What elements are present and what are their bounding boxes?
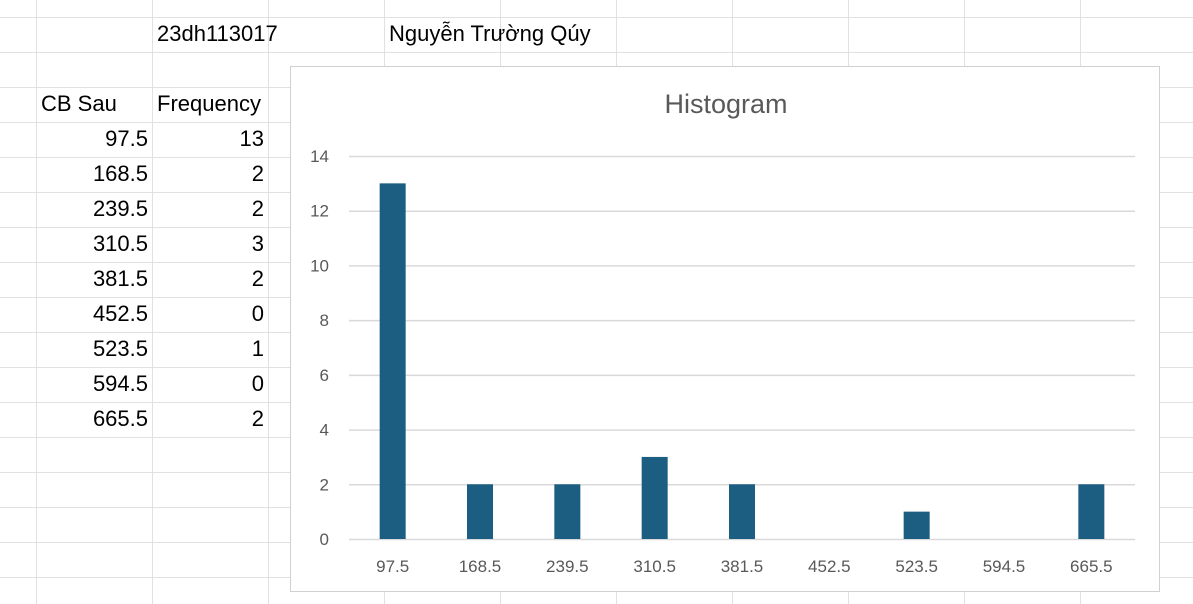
x-tick-label: 239.5 — [546, 557, 589, 576]
frequency-value-cell[interactable]: 2 — [251, 196, 264, 221]
histogram-bar-168.5[interactable] — [467, 484, 493, 539]
column-header-bin[interactable]: CB Sau — [41, 91, 117, 116]
bin-value-cell[interactable]: 452.5 — [92, 301, 148, 326]
y-tick-label: 14 — [310, 147, 329, 166]
frequency-value-cell[interactable]: 0 — [251, 371, 264, 396]
frequency-value-cell[interactable]: 13 — [239, 126, 264, 151]
frequency-value-cell[interactable]: 3 — [251, 231, 264, 256]
histogram-chart[interactable]: Histogram 0 2 4 6 8 10 12 14 97.5 168.5 239.5 310.5… — [290, 66, 1160, 592]
histogram-bar-381.5[interactable] — [729, 484, 755, 539]
frequency-value-cell[interactable]: 0 — [251, 301, 264, 326]
frequency-value-cell[interactable]: 1 — [251, 336, 264, 361]
bin-value-cell[interactable]: 523.5 — [92, 336, 148, 361]
x-tick-label: 452.5 — [808, 557, 851, 576]
student-name-cell[interactable]: Nguyễn Trường Qúy — [389, 21, 591, 46]
bin-value-cell[interactable]: 381.5 — [92, 266, 148, 291]
x-tick-label: 97.5 — [376, 557, 409, 576]
bin-value-cell[interactable]: 310.5 — [92, 231, 148, 256]
frequency-value-cell[interactable]: 2 — [251, 161, 264, 186]
histogram-bar-310.5[interactable] — [641, 456, 668, 539]
student-id-cell[interactable]: 23dh113017 — [157, 21, 278, 46]
chart-title: Histogram — [664, 89, 788, 119]
bin-value-cell[interactable]: 97.5 — [105, 126, 148, 151]
chart-plot-area: 0 2 4 6 8 10 12 14 97.5 168.5 239.5 310.5 381.5 452.5… — [310, 147, 1135, 576]
y-tick-label: 12 — [310, 202, 329, 221]
bin-value-cell[interactable]: 594.5 — [92, 371, 148, 396]
y-tick-label: 8 — [320, 311, 329, 330]
bin-value-cell[interactable]: 665.5 — [92, 406, 148, 431]
frequency-value-cell[interactable]: 2 — [251, 266, 264, 291]
histogram-bar-665.5[interactable] — [1078, 484, 1105, 539]
y-tick-label: 4 — [320, 421, 329, 440]
bin-value-cell[interactable]: 168.5 — [92, 161, 148, 186]
x-tick-label: 168.5 — [459, 557, 502, 576]
x-tick-label: 523.5 — [895, 557, 938, 576]
frequency-value-cell[interactable]: 2 — [251, 406, 264, 431]
bin-value-cell[interactable]: 239.5 — [92, 196, 148, 221]
x-tick-label: 665.5 — [1070, 557, 1113, 576]
histogram-bar-523.5[interactable] — [903, 511, 930, 539]
column-header-frequency[interactable]: Frequency — [157, 91, 261, 116]
y-tick-label: 2 — [320, 475, 329, 494]
y-tick-label: 10 — [310, 256, 329, 275]
x-tick-label: 310.5 — [633, 557, 676, 576]
histogram-bar-239.5[interactable] — [554, 484, 581, 539]
x-tick-label: 381.5 — [721, 557, 764, 576]
y-tick-label: 0 — [320, 530, 329, 549]
x-tick-label: 594.5 — [983, 557, 1026, 576]
histogram-bar-97.5[interactable] — [379, 183, 406, 539]
y-tick-label: 6 — [320, 366, 329, 385]
